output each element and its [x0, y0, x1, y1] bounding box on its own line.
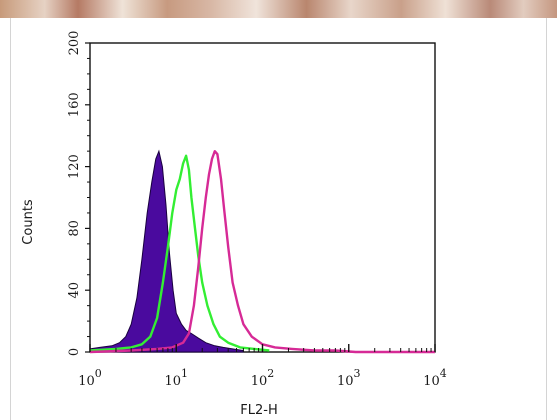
x-tick-label: 101	[164, 367, 188, 389]
chart-panel	[10, 18, 547, 420]
x-axis-ticks: 100 101 102 103 104	[78, 344, 447, 389]
x-tick-label: 102	[251, 367, 275, 389]
series-2-line	[89, 154, 270, 352]
photo-strip	[0, 0, 557, 18]
y-tick-label: 120	[67, 154, 82, 179]
x-axis-label: FL2-H	[240, 403, 277, 418]
y-tick-label: 160	[67, 92, 82, 117]
y-tick-label: 80	[67, 220, 82, 237]
y-tick-label: 200	[67, 31, 82, 56]
series-3-line	[89, 150, 435, 354]
x-tick-label: 103	[337, 367, 361, 389]
x-tick-label: 104	[423, 367, 447, 389]
series-layer	[89, 149, 435, 354]
y-axis-ticks: 0 40 80 120 160 200	[67, 31, 90, 356]
y-tick-label: 0	[67, 348, 82, 356]
x-minor-ticks	[115, 348, 432, 352]
x-tick-label: 100	[78, 367, 102, 389]
y-axis-label: Counts	[21, 199, 36, 245]
y-tick-label: 40	[67, 282, 82, 299]
